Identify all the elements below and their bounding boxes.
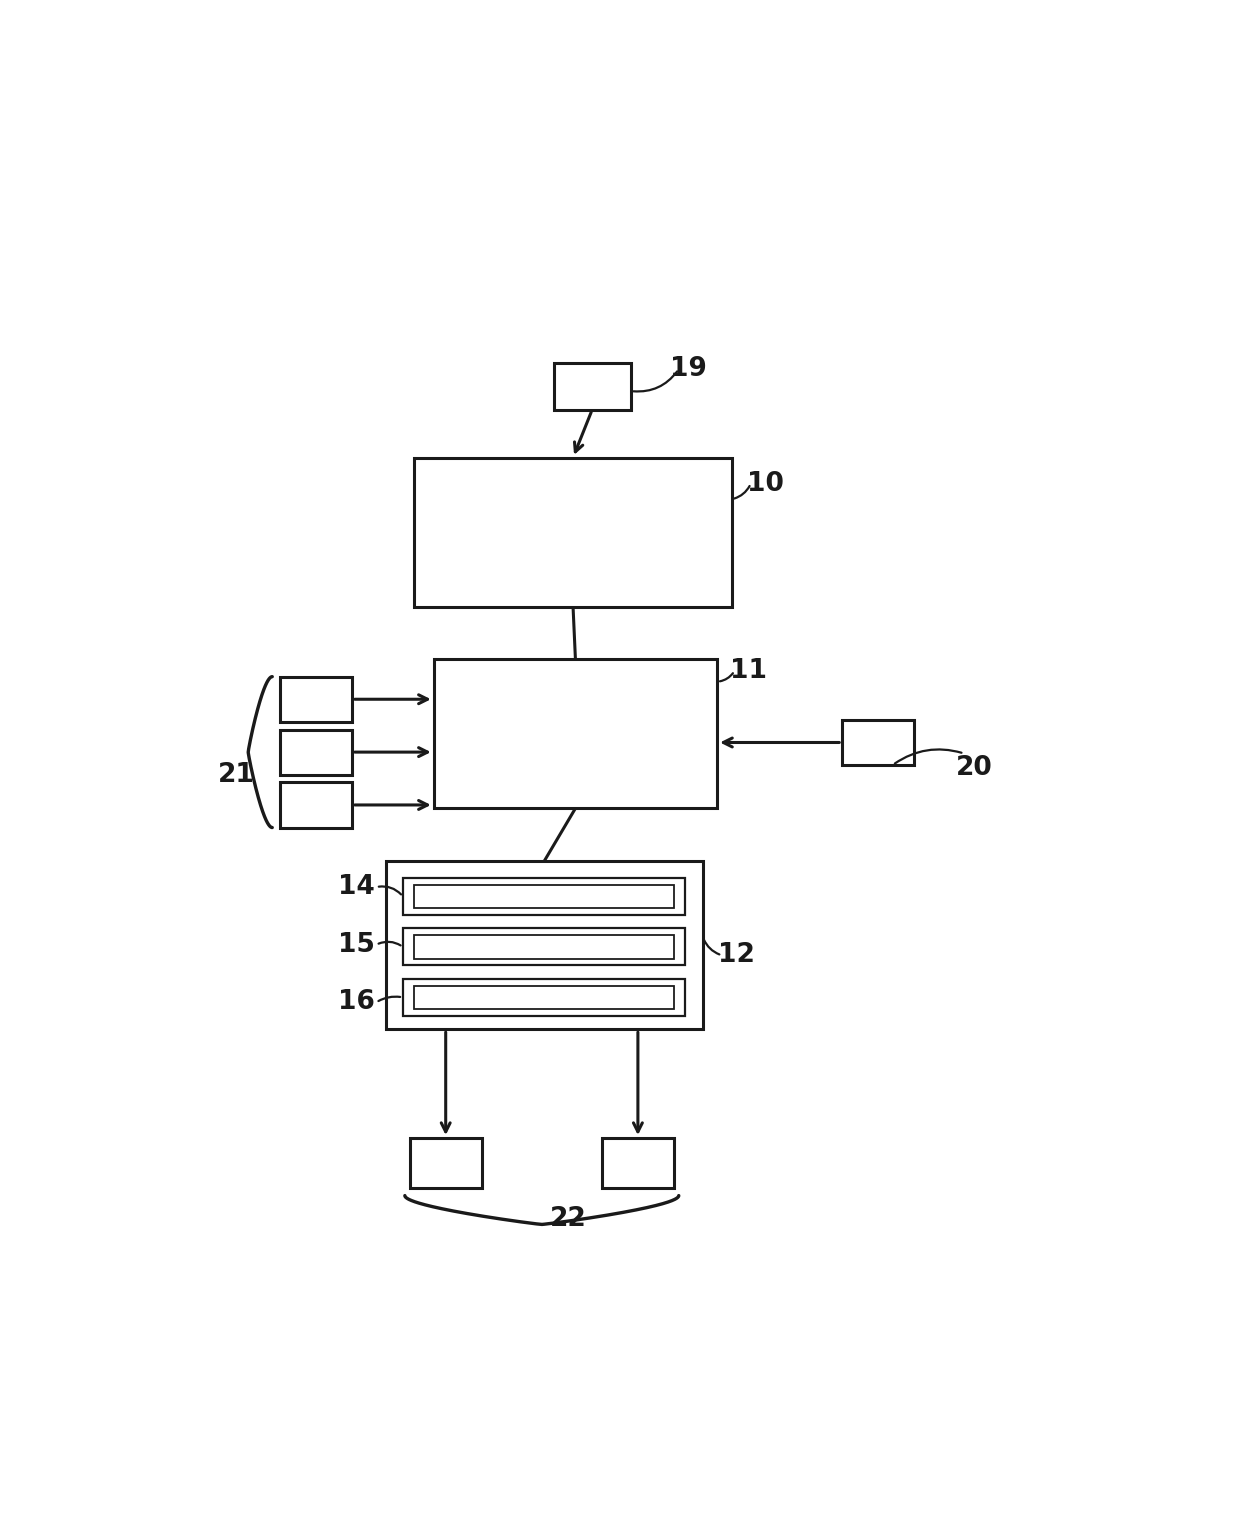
Bar — [386, 861, 703, 1029]
Text: 19: 19 — [670, 356, 707, 382]
Bar — [601, 1138, 675, 1188]
Bar — [280, 782, 352, 827]
Bar — [434, 659, 717, 809]
Bar — [403, 979, 686, 1017]
Bar — [842, 720, 914, 765]
Text: 20: 20 — [955, 754, 992, 780]
Bar — [414, 986, 675, 1009]
Bar — [554, 364, 631, 409]
Text: 16: 16 — [339, 989, 376, 1015]
Text: 11: 11 — [730, 658, 768, 683]
Text: 12: 12 — [718, 942, 755, 968]
Bar — [409, 1138, 481, 1188]
Bar — [414, 885, 675, 909]
Bar — [280, 677, 352, 721]
Bar — [403, 879, 686, 915]
Bar — [414, 458, 732, 606]
Text: 14: 14 — [339, 874, 376, 900]
Bar — [403, 929, 686, 965]
Text: 10: 10 — [746, 471, 784, 497]
Text: 15: 15 — [339, 932, 376, 957]
Bar — [280, 730, 352, 774]
Text: 22: 22 — [549, 1206, 587, 1232]
Text: 21: 21 — [218, 762, 255, 788]
Bar — [414, 935, 675, 959]
